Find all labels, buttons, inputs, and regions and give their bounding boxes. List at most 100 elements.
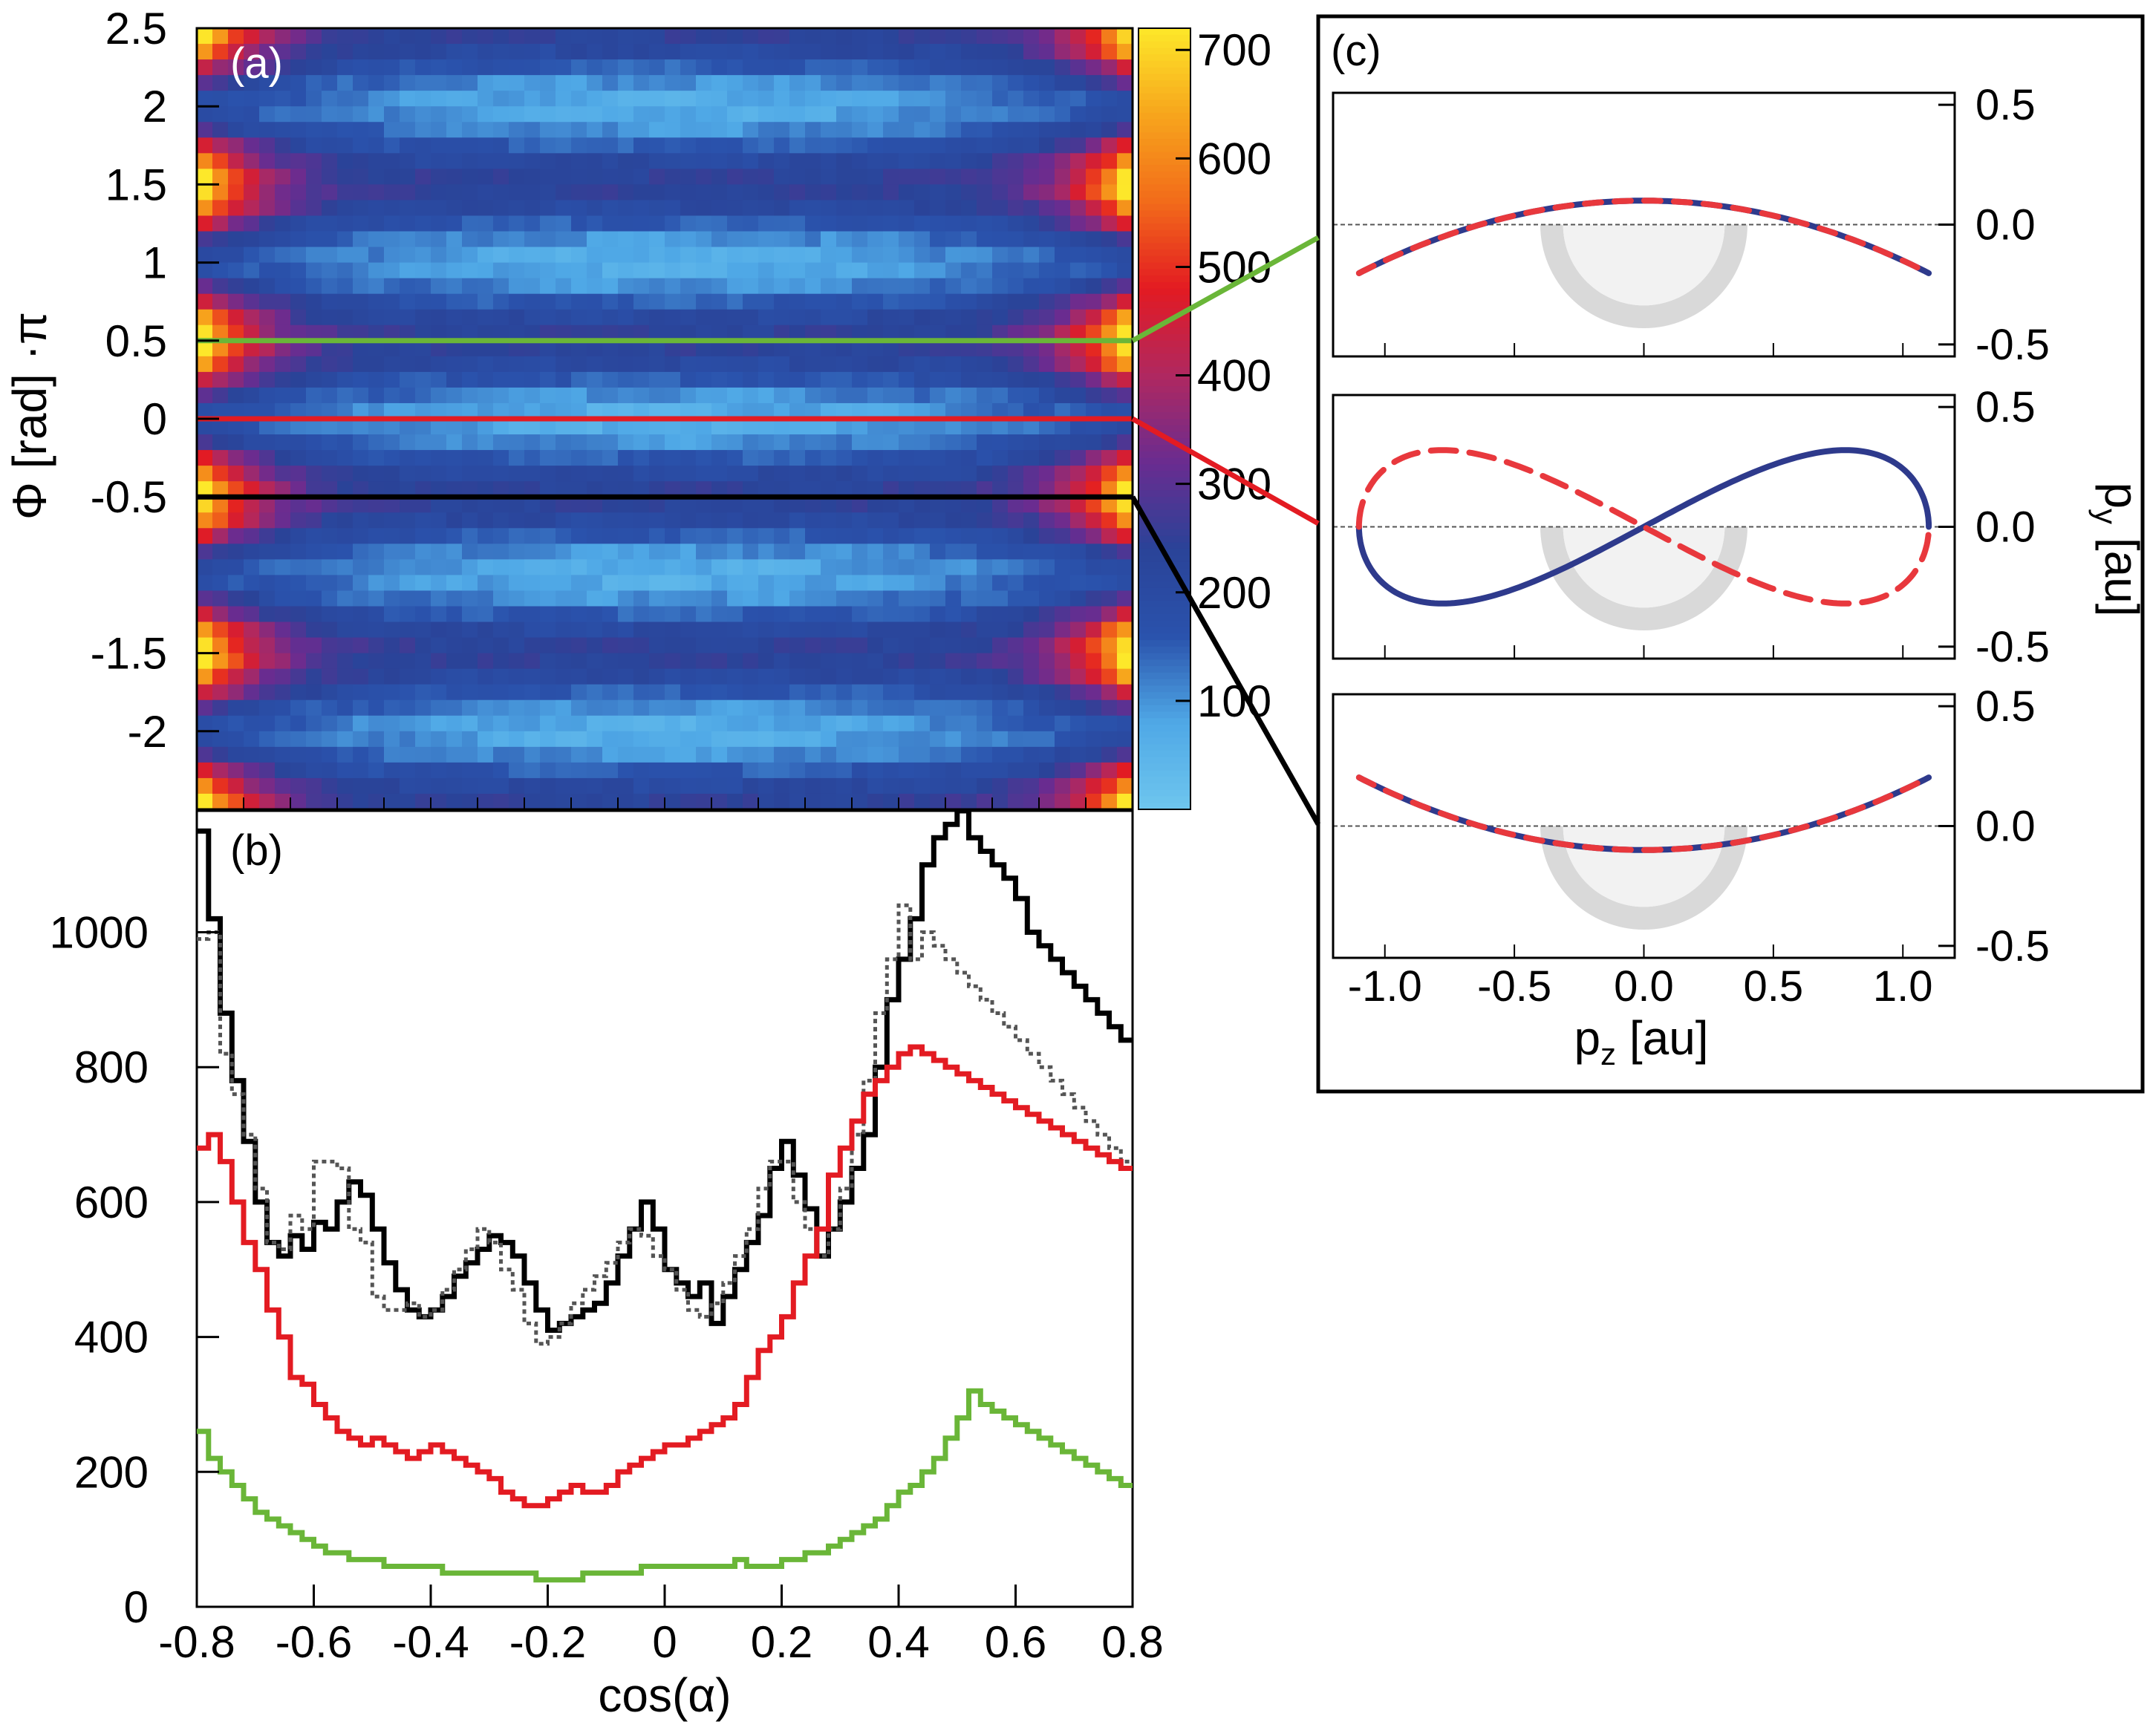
colorbar-step — [1138, 438, 1190, 446]
heatmap-cell — [945, 746, 962, 763]
heatmap-cell — [961, 715, 977, 732]
heatmap-cell — [821, 544, 837, 560]
heatmap-cell — [368, 184, 385, 201]
pz-unit: [au] — [1616, 1011, 1709, 1065]
heatmap-cell — [400, 59, 416, 76]
heatmap-cell — [930, 122, 946, 138]
colorbar-step — [1138, 731, 1190, 739]
heatmap-cell — [368, 544, 385, 560]
heatmap-cell — [353, 44, 369, 60]
heatmap-cell — [353, 777, 369, 794]
heatmap-cell — [899, 247, 915, 264]
heatmap-cell — [867, 699, 884, 717]
heatmap-cell — [618, 184, 634, 201]
heatmap-cell — [384, 668, 400, 685]
heatmap-cell — [696, 59, 712, 76]
heatmap-cell — [789, 324, 806, 342]
heatmap-cell — [696, 606, 712, 623]
heatmap-cell — [1008, 91, 1024, 107]
trajectory-y-tick-label: 0.0 — [1975, 503, 2036, 552]
heatmap-cell — [571, 324, 587, 342]
heatmap-cell — [400, 371, 416, 388]
heatmap-cell — [524, 497, 541, 513]
heatmap-cell — [680, 481, 697, 497]
heatmap-cell — [867, 668, 884, 685]
heatmap-cell — [618, 419, 634, 435]
heatmap-cell — [930, 387, 946, 404]
heatmap-cell — [1101, 419, 1118, 435]
heatmap-cell — [228, 59, 244, 76]
heatmap-cell — [1023, 106, 1040, 123]
heatmap-cell — [867, 481, 884, 497]
heatmap-cell — [259, 75, 276, 91]
heatmap-cell — [493, 419, 509, 435]
heatmap-cell — [821, 340, 837, 357]
heatmap-cell — [852, 169, 868, 185]
heatmap-cell — [789, 512, 806, 529]
heatmap-cell — [509, 746, 525, 763]
heatmap-cell — [509, 559, 525, 575]
heatmap-cell — [509, 684, 525, 701]
heatmap-cell — [322, 731, 338, 748]
heatmap-cell — [384, 262, 400, 279]
heatmap-cell — [867, 575, 884, 592]
heatmap-cell — [509, 309, 525, 326]
histogram-x-tick-label: 0 — [652, 1617, 677, 1667]
heatmap-cell — [696, 44, 712, 60]
heatmap-cell — [259, 184, 276, 201]
heatmap-cell — [478, 668, 494, 685]
heatmap-cell — [431, 497, 447, 513]
heatmap-cell — [322, 637, 338, 654]
heatmap-cell — [290, 262, 307, 279]
heatmap-cell — [415, 746, 431, 763]
heatmap-cell — [618, 544, 634, 560]
heatmap-cell — [711, 668, 728, 685]
heatmap-cell — [446, 497, 463, 513]
heatmap-cell — [587, 91, 603, 107]
heatmap-cell — [899, 91, 915, 107]
colorbar-step — [1138, 93, 1190, 101]
heatmap-cell — [493, 122, 509, 138]
heatmap-cell — [446, 528, 463, 544]
heatmap-cell — [493, 169, 509, 185]
heatmap-cell — [587, 122, 603, 138]
heatmap-cell — [633, 731, 650, 748]
heatmap-cell — [930, 91, 946, 107]
heatmap-cell — [758, 28, 775, 45]
heatmap-cell — [571, 262, 587, 279]
colorbar-step — [1138, 112, 1190, 120]
heatmap-cell — [836, 293, 853, 310]
heatmap-cell — [384, 184, 400, 201]
heatmap-cell — [1086, 231, 1102, 248]
heatmap-cell — [602, 715, 619, 732]
heatmap-cell — [556, 512, 572, 529]
heatmap-cell — [852, 684, 868, 701]
heatmap-cell — [665, 575, 681, 592]
heatmap-cell — [540, 731, 556, 748]
heatmap-cell — [540, 544, 556, 560]
heatmap-cell — [462, 481, 478, 497]
heatmap-cell — [1117, 231, 1133, 248]
heatmap-cell — [836, 278, 853, 295]
heatmap-cell — [883, 153, 899, 169]
heatmap-cell — [337, 668, 354, 685]
heatmap-cell — [992, 324, 1009, 342]
heatmap-cell — [821, 434, 837, 451]
heatmap-cell — [446, 481, 463, 497]
heatmap-cell — [633, 590, 650, 607]
heatmap-cell — [977, 324, 993, 342]
heatmap-cell — [556, 340, 572, 357]
heatmap-cell — [540, 793, 556, 810]
heatmap-cell — [524, 153, 541, 169]
heatmap-cell — [244, 528, 260, 544]
heatmap-cell — [1086, 75, 1102, 91]
colorbar-step — [1138, 80, 1190, 88]
heatmap-cell — [618, 559, 634, 575]
heatmap-cell — [400, 169, 416, 185]
heatmap-cell — [1086, 512, 1102, 529]
heatmap-cell — [415, 559, 431, 575]
heatmap-cell — [415, 169, 431, 185]
heatmap-cell — [462, 153, 478, 169]
heatmap-cell — [883, 419, 899, 435]
heatmap-cell — [602, 231, 619, 248]
